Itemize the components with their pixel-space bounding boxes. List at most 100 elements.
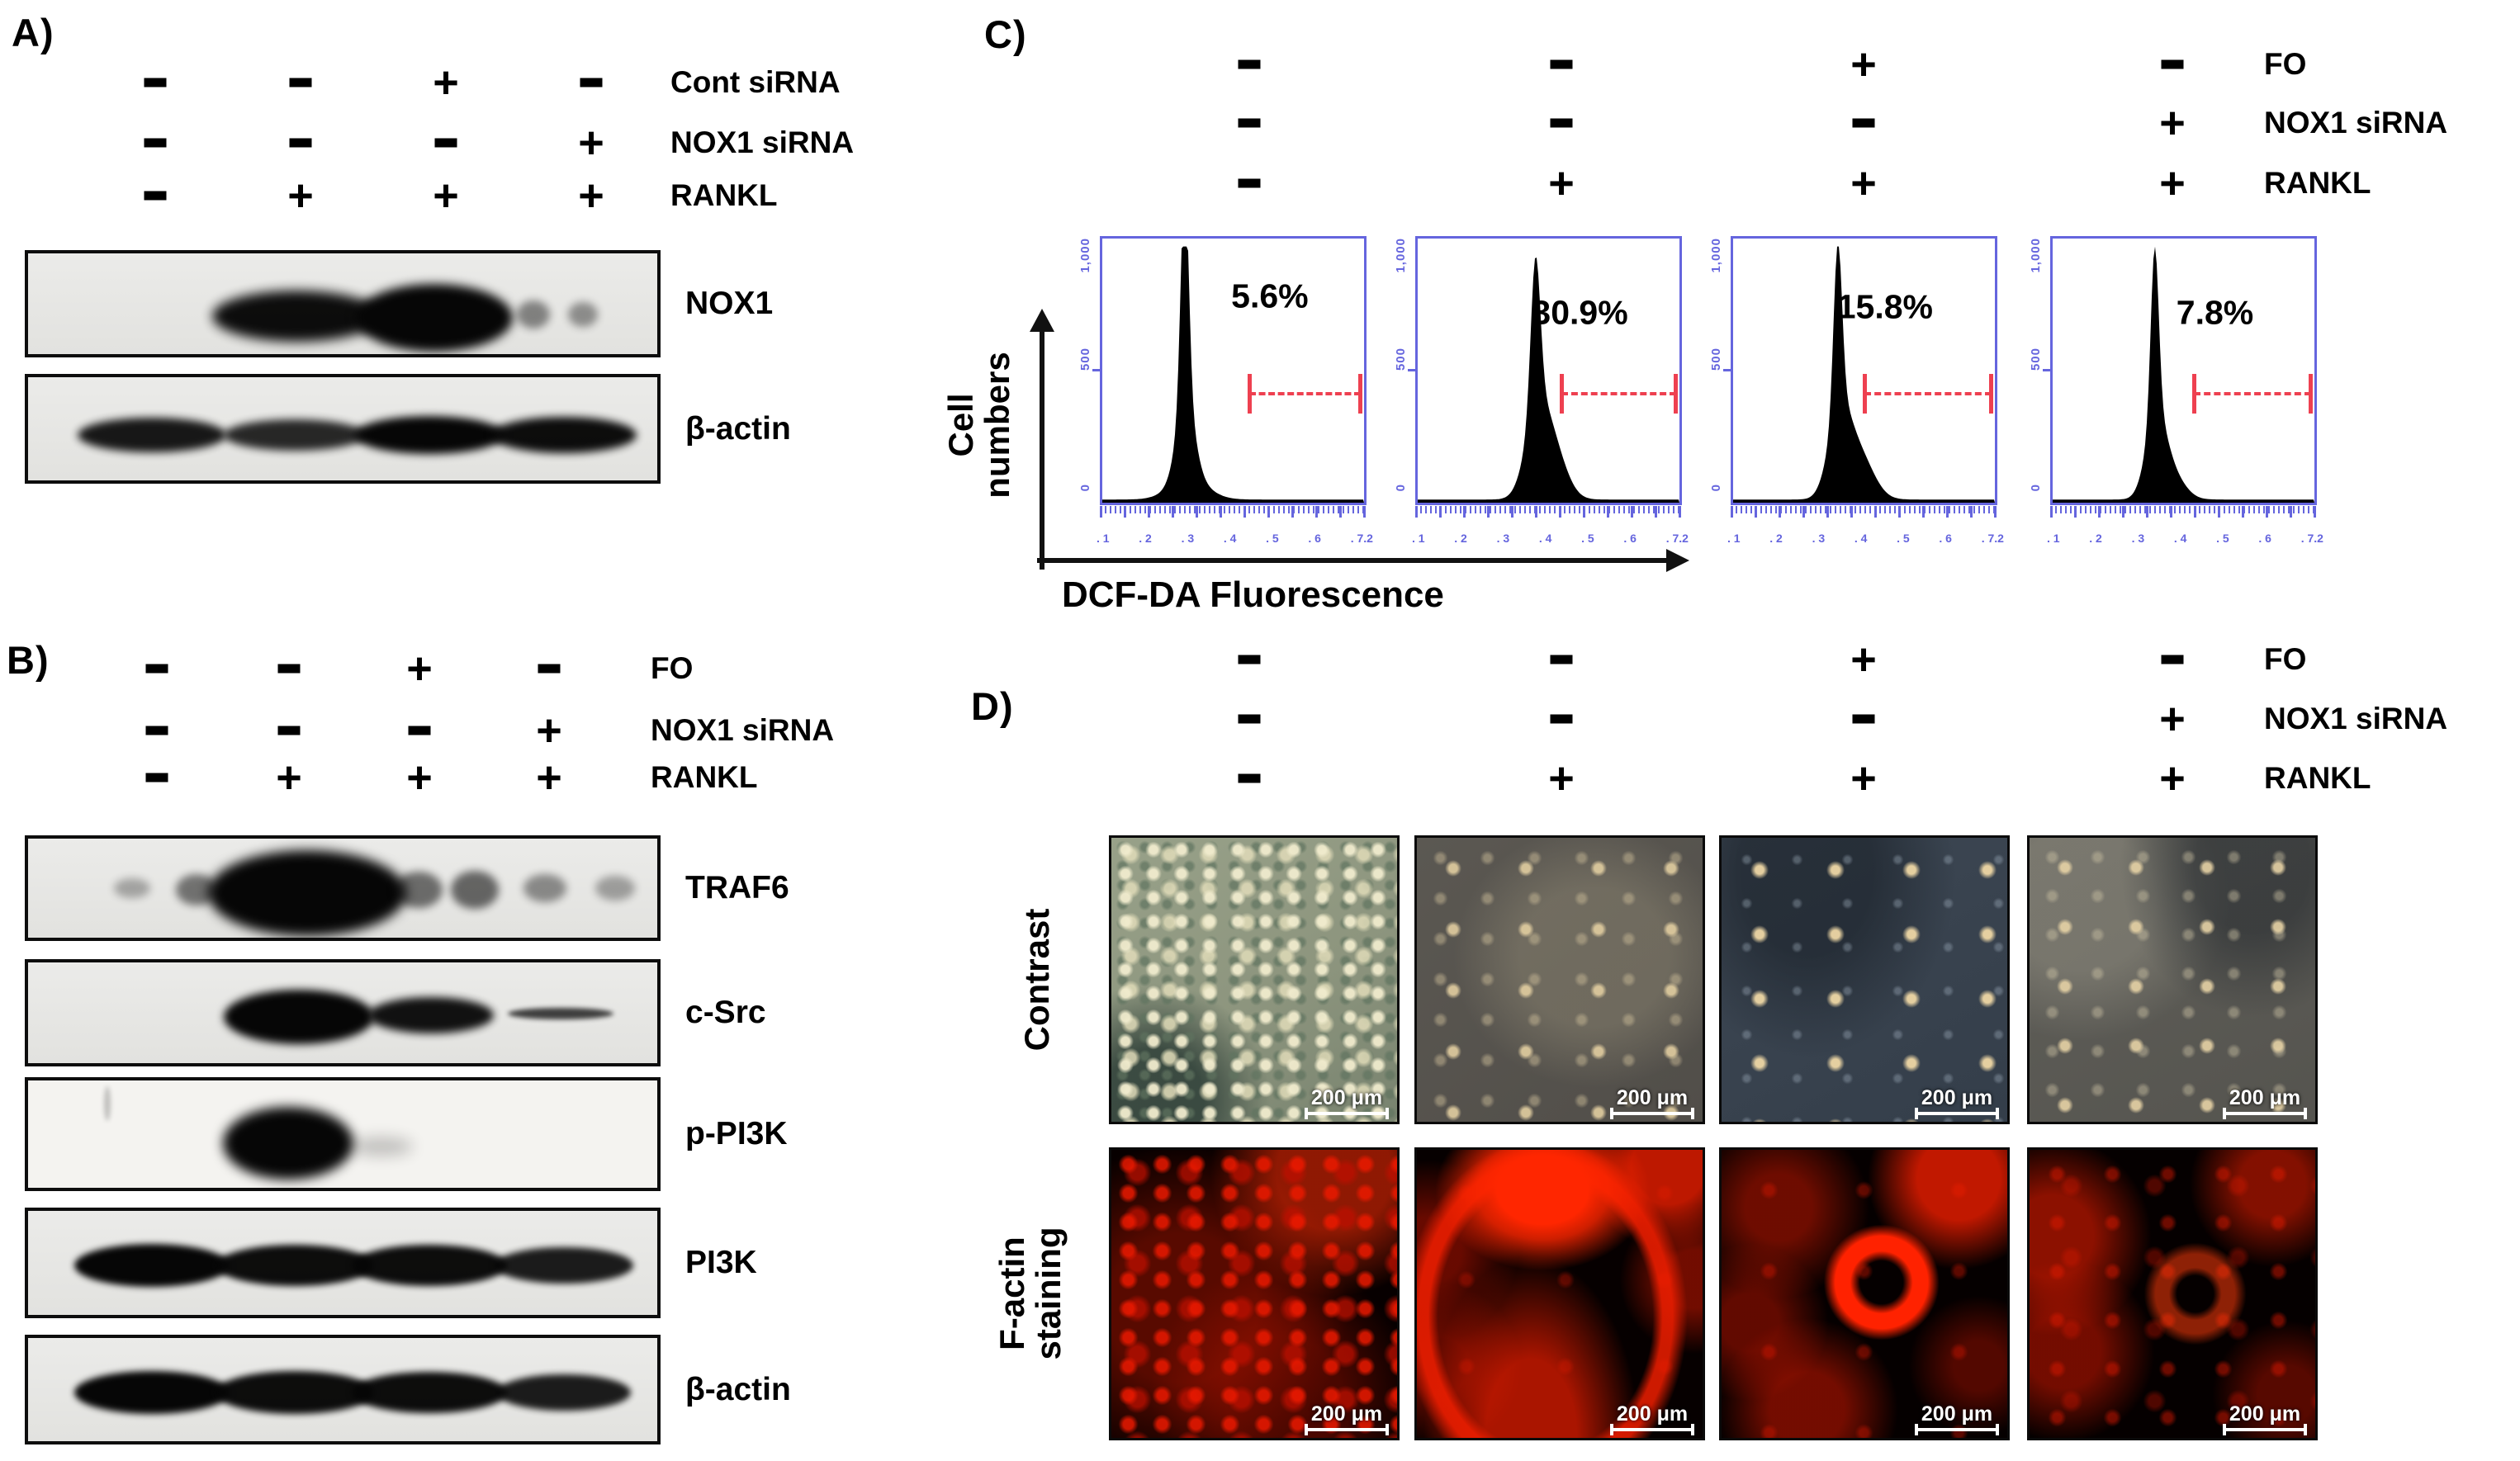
treatment-row-label: NOX1 siRNA	[651, 713, 835, 747]
blot-band	[216, 1245, 373, 1286]
scale-bar-line	[2223, 1108, 2307, 1119]
flow-histogram-4: 7.8%	[2050, 236, 2317, 505]
x-axis-tick-labels: . 1 . 2 . 3 . 4 . 5 . 6 . 7.2	[1727, 532, 2004, 545]
gated-percent-label: 7.8%	[2176, 293, 2254, 332]
blot-band	[491, 417, 637, 453]
scale-bar-label: 200 μm	[1616, 1086, 1689, 1109]
x-axis-tick-label: . 7.2	[1665, 532, 1689, 545]
scale-bar: 200 μm	[1305, 1402, 1389, 1435]
treatment-row-label: FO	[2264, 642, 2307, 676]
gate-line	[2194, 391, 2311, 395]
treatment-sign-minus	[1238, 714, 1261, 724]
blot-band	[495, 1247, 633, 1284]
panel-d-letter: D)	[971, 684, 1014, 728]
blot-label: PI3K	[685, 1245, 757, 1280]
scale-bar: 200 μm	[2223, 1086, 2307, 1119]
treatment-sign-minus	[144, 138, 167, 148]
blot-band	[356, 284, 513, 352]
blot-band	[216, 1371, 374, 1414]
x-axis-tick-label: . 3	[2131, 532, 2145, 545]
flow-histogram-3: 15.8%	[1731, 236, 1997, 505]
x-axis-tick-label: . 1	[1727, 532, 1741, 545]
factin-image-2: 200 μm	[1414, 1147, 1705, 1440]
treatment-sign-minus	[144, 78, 167, 87]
blot-box-β-actin	[25, 1335, 661, 1444]
treatment-sign-plus: +	[578, 118, 604, 168]
y-axis-tick-label: 500	[2029, 348, 2043, 371]
treatment-sign-plus: +	[433, 58, 459, 107]
blot-band	[208, 850, 406, 936]
scale-bar: 200 μm	[2223, 1402, 2307, 1435]
blot-band	[352, 1245, 507, 1286]
factin-image-3: 200 μm	[1719, 1147, 2010, 1440]
blot-label: NOX1	[685, 286, 774, 321]
y-axis-tick-label: 0	[2029, 484, 2043, 492]
scale-bar-line	[2223, 1424, 2307, 1435]
blot-box-c-Src	[25, 959, 661, 1066]
x-axis-tick-label: . 4	[1538, 532, 1552, 545]
gate-line	[1561, 391, 1676, 395]
treatment-sign-plus: +	[2159, 98, 2186, 148]
treatment-sign-plus: +	[287, 171, 314, 220]
contrast-image-4: 200 μm	[2027, 835, 2318, 1124]
x-axis-tick-label: . 3	[1496, 532, 1510, 545]
scale-bar-label: 200 μm	[1616, 1402, 1689, 1426]
scale-bar: 200 μm	[1610, 1086, 1694, 1119]
gate-cap	[1989, 373, 1993, 414]
blot-box-NOX1	[25, 250, 661, 357]
blot-band	[224, 419, 366, 451]
blot-band	[497, 1374, 631, 1411]
treatment-sign-minus	[434, 138, 457, 148]
treatment-sign-minus	[1852, 118, 1875, 128]
scale-bar: 200 μm	[1305, 1086, 1389, 1119]
y-axis-tick-label: 1,000	[1078, 238, 1092, 273]
treatment-sign-plus: +	[1850, 40, 1877, 89]
x-axis-minor-ticks	[1415, 506, 1682, 518]
y-axis-tick-label: 500	[1078, 348, 1092, 371]
y-axis-arrowhead-icon	[1030, 309, 1054, 332]
y-axis-tick-label: 1,000	[2029, 238, 2043, 273]
panel-b-letter: B)	[7, 638, 50, 682]
y-axis-tick-mark	[1723, 369, 1731, 371]
y-axis-tick-label: 0	[1709, 484, 1723, 492]
contrast-image-3: 200 μm	[1719, 835, 2010, 1124]
treatment-sign-minus	[1238, 773, 1261, 783]
blot-band	[352, 1372, 507, 1413]
blot-band	[517, 300, 550, 329]
gate-cap	[2192, 373, 2197, 414]
y-axis-tick-label: 500	[1394, 348, 1408, 371]
blot-band	[74, 1244, 230, 1287]
y-axis-title: Cell numbers	[941, 352, 1016, 498]
blot-band	[74, 1371, 230, 1414]
gate-cap	[1674, 373, 1678, 414]
treatment-row-label: Cont siRNA	[670, 65, 841, 99]
treatment-sign-minus	[145, 726, 168, 735]
treatment-sign-plus: +	[406, 644, 433, 693]
x-axis-tick-labels: . 1 . 2 . 3 . 4 . 5 . 6 . 7.2	[2047, 532, 2323, 545]
gate-line	[1248, 391, 1361, 395]
x-axis-tick-label: . 1	[1097, 532, 1110, 545]
x-axis-title: DCF-DA Fluorescence	[1062, 574, 1444, 615]
factin-image-4: 200 μm	[2027, 1147, 2318, 1440]
gate-cap	[1247, 373, 1252, 414]
blot-band	[211, 291, 381, 342]
factin-row-label-line2: staining	[1029, 1227, 1068, 1360]
x-axis-minor-ticks	[1100, 506, 1367, 518]
treatment-sign-minus	[580, 78, 603, 87]
x-axis-tick-label: . 1	[2047, 532, 2060, 545]
treatment-sign-plus: +	[536, 753, 562, 802]
histogram-curve	[1733, 246, 1995, 503]
x-axis-tick-label: . 2	[1454, 532, 1467, 545]
scale-bar-line	[1305, 1424, 1389, 1435]
blot-label: β-actin	[685, 1371, 791, 1407]
x-axis-tick-label: . 5	[2216, 532, 2229, 545]
treatment-sign-minus	[144, 191, 167, 201]
blot-band	[523, 874, 566, 902]
x-axis-tick-label: . 2	[1769, 532, 1783, 545]
treatment-sign-minus	[1238, 118, 1261, 128]
treatment-sign-plus: +	[1850, 158, 1877, 208]
treatment-sign-plus: +	[1548, 158, 1575, 208]
y-axis-tick-label: 1,000	[1709, 238, 1723, 273]
x-axis-tick-label: . 7.2	[1981, 532, 2004, 545]
y-axis-tick-label: 0	[1078, 484, 1092, 492]
